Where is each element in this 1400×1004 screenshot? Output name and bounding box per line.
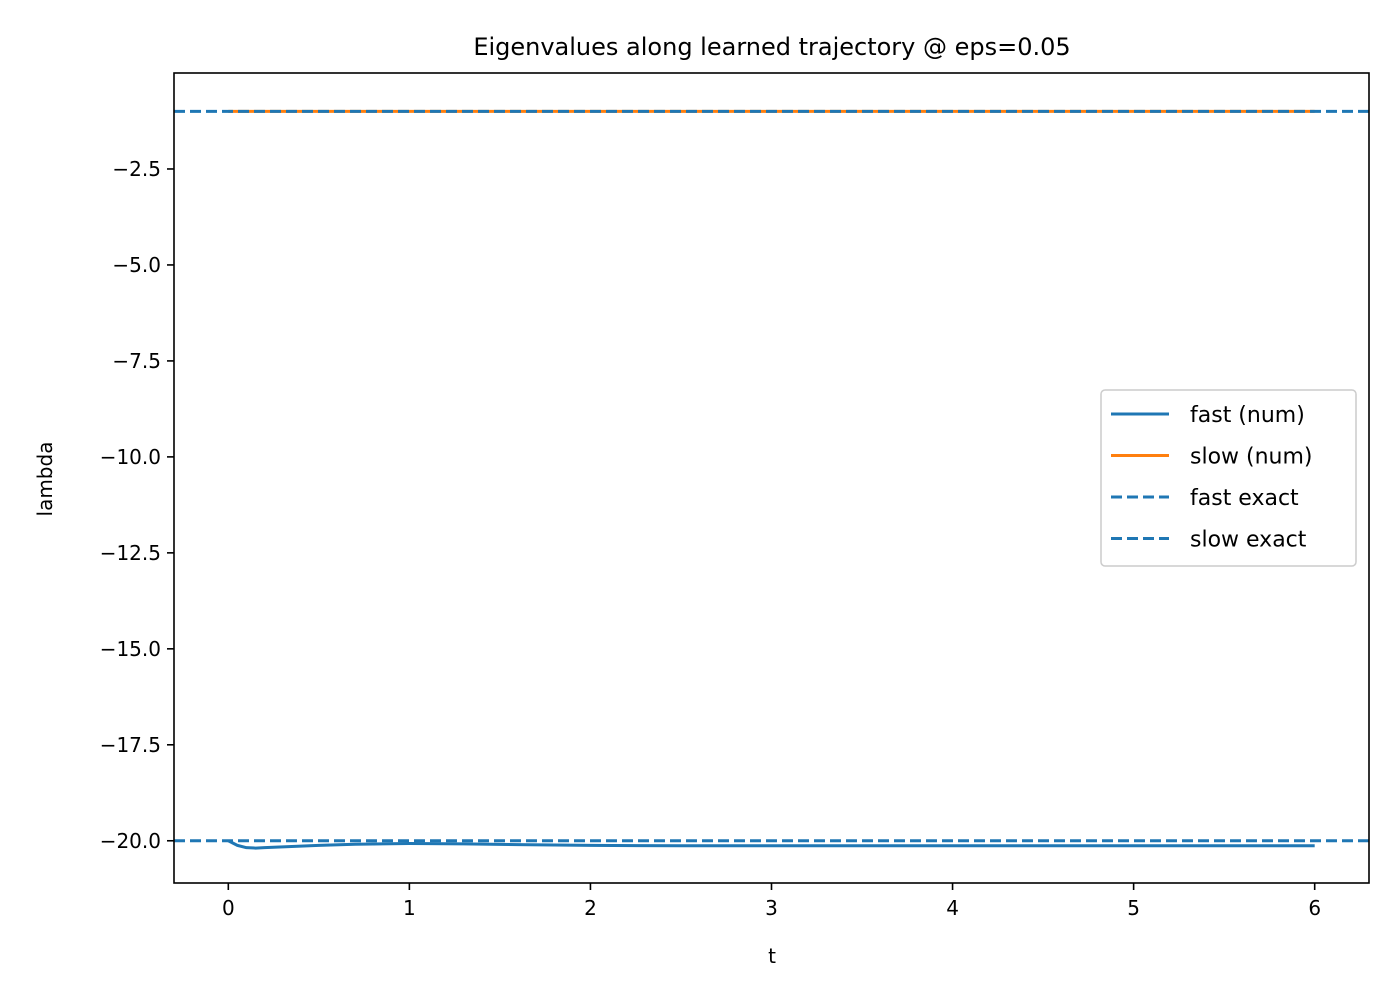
y-tick-label: −20.0	[100, 829, 161, 853]
plot-area	[174, 109, 1369, 850]
x-tick-label: 6	[1308, 896, 1321, 920]
legend-label: fast exact	[1190, 486, 1299, 511]
y-tick-label: −5.0	[112, 253, 161, 277]
y-tick-label: −17.5	[100, 733, 161, 757]
y-tick-label: −7.5	[112, 349, 161, 373]
chart-title: Eigenvalues along learned trajectory @ e…	[473, 33, 1070, 61]
y-tick-label: −2.5	[112, 157, 161, 181]
y-tick-label: −10.0	[100, 445, 161, 469]
legend-box	[1100, 389, 1357, 567]
x-tick-label: 4	[946, 896, 959, 920]
x-tick-label: 3	[765, 896, 778, 920]
x-tick-label: 1	[403, 896, 416, 920]
legend: fast (num) slow (num) fast exact slow exact	[1100, 389, 1357, 567]
x-axis-label: t	[768, 944, 776, 968]
legend-label: slow exact	[1190, 528, 1307, 553]
axes: 0 1 2 3 4 5 6 −20.0 −17.5 −15.0 −12.5 −10.0 −7.5 −5.0…	[100, 72, 1370, 920]
x-tick-label: 5	[1127, 896, 1140, 920]
y-axis-label: lambda	[33, 442, 57, 517]
y-tick-label: −12.5	[100, 541, 161, 565]
series-fast-num-line	[227, 839, 1315, 850]
legend-label: fast (num)	[1190, 403, 1305, 428]
x-tick-label: 2	[584, 896, 597, 920]
legend-label: slow (num)	[1190, 445, 1313, 470]
series-group	[174, 109, 1369, 850]
x-tick-label: 0	[222, 896, 235, 920]
y-tick-label: −15.0	[100, 637, 161, 661]
